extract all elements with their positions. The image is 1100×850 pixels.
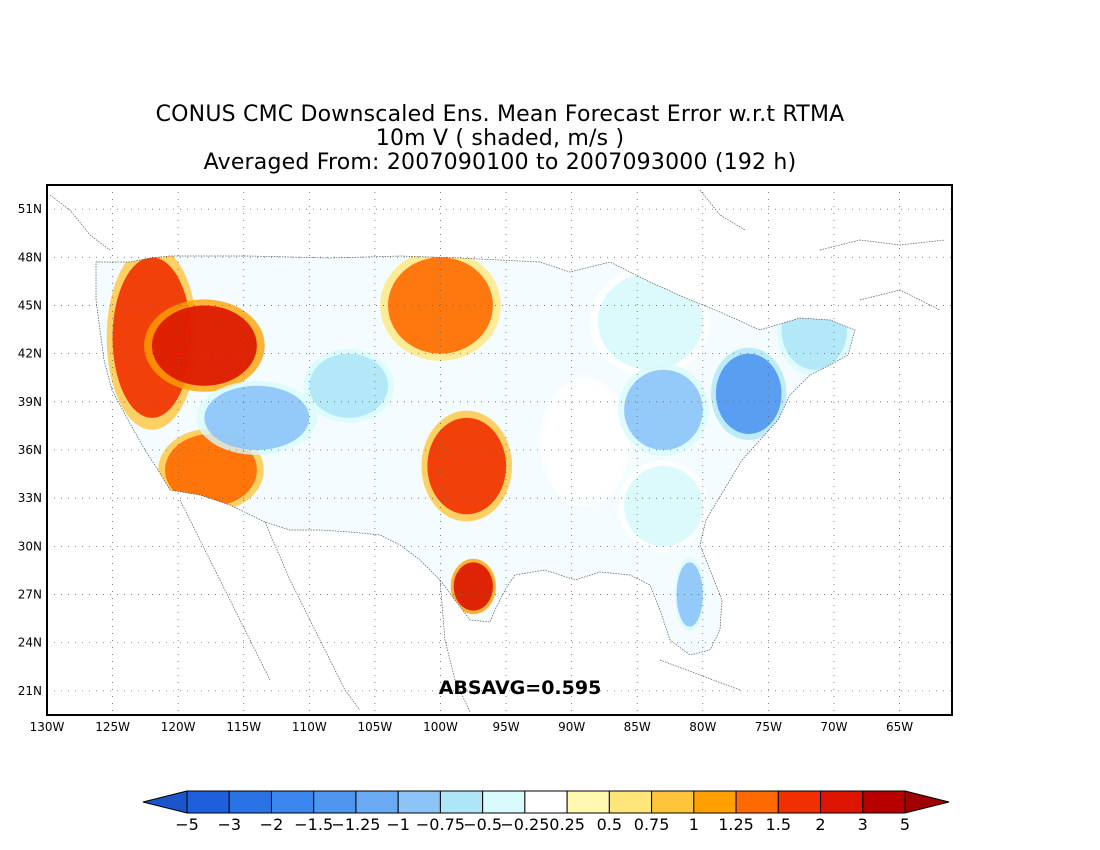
colorbar-bin bbox=[820, 790, 864, 814]
region-core bbox=[453, 562, 493, 611]
colorbar-bin bbox=[862, 790, 906, 814]
colorbar-bin bbox=[651, 790, 695, 814]
lon-tick-label: 75W bbox=[755, 720, 782, 734]
lon-tick-label: 70W bbox=[820, 720, 847, 734]
colorbar-bin bbox=[270, 790, 315, 814]
colorbar-label: 5 bbox=[900, 815, 910, 834]
lat-tick-label: 30N bbox=[18, 539, 42, 553]
colorbar-bin bbox=[693, 790, 737, 814]
colorbar-label: −0.5 bbox=[463, 815, 502, 834]
colorbar-label: −2 bbox=[260, 815, 284, 834]
colorbar-label: 1.5 bbox=[766, 815, 791, 834]
coastlines bbox=[49, 189, 946, 713]
region-core bbox=[204, 385, 310, 450]
lon-tick-label: 90W bbox=[558, 720, 585, 734]
colorbar-label: 2 bbox=[815, 815, 825, 834]
colorbar-label: −0.25 bbox=[500, 815, 549, 834]
region-core bbox=[545, 385, 625, 499]
colorbar-bin bbox=[397, 790, 441, 814]
plot-frame bbox=[46, 184, 953, 716]
region-core bbox=[151, 305, 257, 386]
colorbar bbox=[142, 790, 950, 814]
colorbar-bin bbox=[608, 790, 653, 814]
lat-tick-label: 51N bbox=[18, 202, 42, 216]
lon-tick-label: 120W bbox=[161, 720, 196, 734]
lon-tick-label: 100W bbox=[423, 720, 458, 734]
lon-tick-labels: 130W 125W 120W 115W 110W 105W 100W 95W 90W 85W 80W… bbox=[30, 720, 914, 734]
conus-border bbox=[95, 255, 856, 656]
lat-tick-label: 48N bbox=[18, 250, 42, 264]
colorbar-bin bbox=[566, 790, 610, 814]
title-line-1: CONUS CMC Downscaled Ens. Mean Forecast … bbox=[155, 102, 845, 127]
region-core bbox=[676, 562, 703, 627]
lon-tick-label: 110W bbox=[292, 720, 327, 734]
region-core bbox=[624, 369, 703, 450]
colorbar-label: 3 bbox=[858, 815, 868, 834]
colorbar-bin bbox=[524, 790, 568, 814]
title-block: CONUS CMC Downscaled Ens. Mean Forecast … bbox=[0, 103, 1000, 175]
colorbar-high-arrow bbox=[904, 790, 950, 814]
colorbar-label: 1.25 bbox=[718, 815, 754, 834]
colorbar-bin bbox=[228, 790, 272, 814]
lon-tick-label: 130W bbox=[30, 720, 65, 734]
lat-tick-labels: 51N 48N 45N 42N 39N 36N 33N 30N 27N 24N 21N bbox=[18, 202, 42, 698]
region-core bbox=[597, 273, 703, 370]
colorbar-label: 0.5 bbox=[597, 815, 622, 834]
mexico-coast bbox=[179, 499, 741, 713]
colorbar-label: −3 bbox=[217, 815, 241, 834]
region-core bbox=[427, 417, 507, 515]
lon-tick-label: 85W bbox=[624, 720, 651, 734]
title-line-2: 10m V ( shaded, m/s ) bbox=[375, 126, 625, 151]
lat-tick-label: 42N bbox=[18, 347, 42, 361]
colorbar-bin bbox=[313, 790, 357, 814]
region-core bbox=[309, 353, 389, 418]
colorbar-bin bbox=[439, 790, 484, 814]
lon-tick-label: 125W bbox=[95, 720, 130, 734]
absavg-annotation: ABSAVG=0.595 bbox=[439, 677, 602, 699]
colorbar-label: 1 bbox=[689, 815, 699, 834]
lat-tick-label: 24N bbox=[18, 636, 42, 650]
canada-coast bbox=[49, 189, 946, 311]
lat-tick-label: 27N bbox=[18, 588, 42, 602]
region-core bbox=[624, 466, 703, 547]
colorbar-label: −0.75 bbox=[416, 815, 465, 834]
lat-tick-label: 33N bbox=[18, 491, 42, 505]
colorbar-labels: −5 −3 −2 −1.5−1.25 −1 −0.75−0.5−0.25 0.25 0.5 0.… bbox=[175, 815, 910, 834]
colorbar-label: 0.25 bbox=[549, 815, 585, 834]
lon-tick-label: 105W bbox=[358, 720, 393, 734]
lon-tick-label: 115W bbox=[226, 720, 261, 734]
colorbar-label: −1.25 bbox=[331, 815, 380, 834]
colorbar-label: −1.5 bbox=[294, 815, 333, 834]
colorbar-bin bbox=[482, 790, 526, 814]
colorbar-bin bbox=[186, 790, 230, 814]
region-core bbox=[715, 353, 782, 434]
lon-tick-label: 80W bbox=[689, 720, 716, 734]
colorbar-bin bbox=[777, 790, 822, 814]
colorbar-label: 0.75 bbox=[634, 815, 670, 834]
colorbar-bin bbox=[735, 790, 779, 814]
lat-tick-label: 39N bbox=[18, 395, 42, 409]
title-line-3: Averaged From: 2007090100 to 2007093000 … bbox=[203, 150, 797, 175]
colorbar-low-arrow bbox=[142, 790, 188, 814]
lat-tick-label: 36N bbox=[18, 443, 42, 457]
colorbar-bin bbox=[355, 790, 399, 814]
lat-tick-label: 45N bbox=[18, 298, 42, 312]
lon-tick-label: 65W bbox=[886, 720, 913, 734]
lon-tick-label: 95W bbox=[492, 720, 519, 734]
colorbar-label: −1 bbox=[386, 815, 410, 834]
colorbar-label: −5 bbox=[175, 815, 199, 834]
region-core bbox=[388, 257, 493, 354]
lat-tick-label: 21N bbox=[18, 684, 42, 698]
